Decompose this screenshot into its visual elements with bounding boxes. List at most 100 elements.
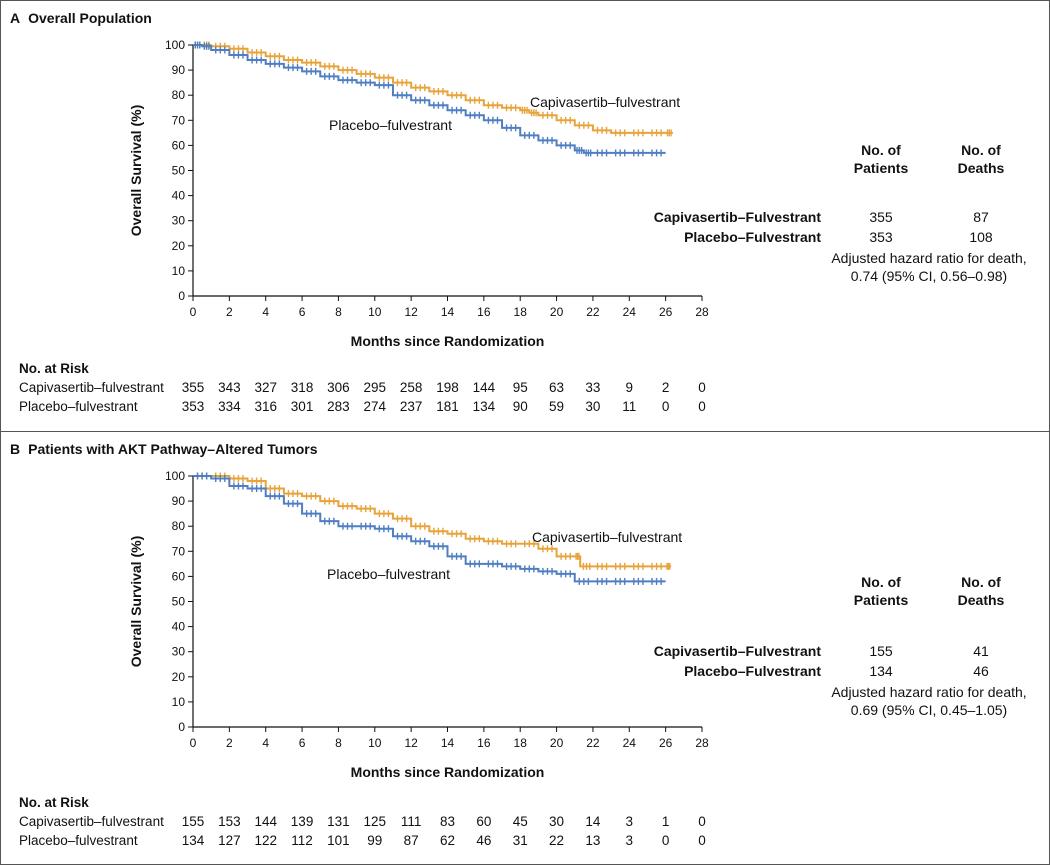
- x-tick-label: 24: [623, 736, 637, 750]
- risk-row-placebo: Placebo–fulvestrant 134 127 122 112 101 99 87 6…: [19, 833, 706, 848]
- panel-title-text: Patients with AKT Pathway–Altered Tumors: [28, 441, 318, 457]
- risk-count: 334: [218, 399, 241, 414]
- risk-count: 90: [512, 399, 528, 414]
- x-tick-label: 0: [190, 736, 197, 750]
- x-tick-label: 20: [550, 736, 564, 750]
- risk-count: 0: [698, 380, 706, 395]
- risk-count: 33: [585, 380, 601, 395]
- risk-table: No. at Risk Capivasertib–fulvestrant 355…: [19, 361, 739, 421]
- hazard-ratio-line1: Adjusted hazard ratio for death,: [831, 250, 1027, 266]
- risk-count: 144: [254, 814, 277, 829]
- risk-count: 14: [585, 814, 601, 829]
- risk-count: 127: [218, 833, 241, 848]
- risk-count: 181: [436, 399, 459, 414]
- risk-count: 258: [399, 380, 423, 395]
- x-tick-label: 18: [514, 736, 528, 750]
- x-tick-label: 10: [368, 305, 382, 319]
- risk-count: 30: [549, 814, 565, 829]
- risk-count: 1: [661, 814, 670, 829]
- risk-row-placebo: Placebo–fulvestrant 353 334 316 301 283 274 23…: [19, 399, 706, 414]
- panel-letter: A: [10, 10, 21, 26]
- y-tick-label: 100: [165, 469, 185, 483]
- series-label-placebo: Placebo–fulvestrant: [327, 566, 450, 582]
- summary-patients: 355: [869, 209, 893, 225]
- x-tick-label: 16: [477, 305, 491, 319]
- risk-count: 144: [472, 380, 496, 395]
- hazard-ratio-line1: Adjusted hazard ratio for death,: [831, 684, 1027, 700]
- risk-count: 0: [698, 399, 706, 414]
- risk-count: 83: [439, 814, 456, 829]
- y-tick-label: 70: [172, 544, 186, 558]
- y-tick-label: 50: [172, 164, 186, 178]
- risk-count: 46: [476, 833, 492, 848]
- survival-curve-placebo: [193, 475, 666, 583]
- y-axis-title: Overall Survival (%): [128, 105, 144, 237]
- summary-deaths: 46: [973, 663, 989, 679]
- risk-count: 22: [549, 833, 565, 848]
- risk-count: 134: [472, 399, 496, 414]
- risk-table: No. at Risk Capivasertib–fulvestrant 155…: [19, 795, 739, 855]
- risk-count: 9: [625, 380, 634, 395]
- x-tick-label: 10: [368, 736, 382, 750]
- x-tick-label: 12: [404, 305, 418, 319]
- risk-count: 301: [290, 399, 314, 414]
- risk-count: 111: [400, 814, 422, 829]
- summary-patients: 134: [869, 663, 893, 679]
- y-tick-label: 10: [172, 695, 186, 709]
- risk-count: 0: [661, 399, 670, 414]
- x-tick-label: 24: [623, 305, 637, 319]
- panel-divider: [1, 431, 1049, 432]
- y-tick-label: 90: [172, 494, 186, 508]
- hazard-ratio-line2: 0.74 (95% CI, 0.56–0.98): [850, 268, 1008, 284]
- y-tick-label: 0: [178, 720, 185, 734]
- x-tick-label: 4: [262, 305, 269, 319]
- panel-title-text: Overall Population: [28, 10, 152, 26]
- x-tick-label: 16: [477, 736, 491, 750]
- y-tick-label: 100: [165, 38, 185, 52]
- risk-count: 198: [436, 380, 459, 395]
- panel-letter: B: [10, 441, 21, 457]
- risk-count: 316: [254, 399, 277, 414]
- panel-title: B Patients with AKT Pathway–Altered Tumor…: [10, 441, 318, 457]
- summary-table: No. of Patients No. of Deaths Capivasert…: [561, 141, 1041, 291]
- x-tick-label: 26: [659, 305, 673, 319]
- risk-count: 3: [625, 833, 634, 848]
- risk-count: 327: [254, 380, 277, 395]
- risk-count: 125: [363, 814, 387, 829]
- y-tick-label: 20: [172, 239, 186, 253]
- risk-count: 95: [512, 380, 528, 395]
- risk-count: 45: [512, 814, 528, 829]
- x-tick-label: 2: [226, 736, 233, 750]
- x-tick-label: 8: [335, 305, 342, 319]
- x-tick-label: 14: [441, 305, 455, 319]
- risk-row-capivasertib: Capivasertib–fulvestrant 155 153 144 139 131…: [19, 814, 706, 829]
- panel-akt-altered: B Patients with AKT Pathway–Altered Tumor…: [1, 432, 1049, 862]
- risk-count: 13: [585, 833, 601, 848]
- risk-count: 60: [476, 814, 492, 829]
- y-tick-label: 10: [172, 264, 186, 278]
- risk-count: 30: [585, 399, 601, 414]
- risk-count: 0: [661, 833, 670, 848]
- y-tick-label: 60: [172, 569, 186, 583]
- risk-count: 139: [290, 814, 314, 829]
- risk-count: 11: [622, 399, 637, 414]
- y-tick-label: 30: [172, 214, 186, 228]
- y-tick-label: 60: [172, 138, 186, 152]
- risk-count: 0: [698, 814, 706, 829]
- hazard-ratio-line2: 0.69 (95% CI, 0.45–1.05): [850, 702, 1008, 718]
- risk-count: 3: [625, 814, 634, 829]
- patients-column-header: No. of Patients: [853, 574, 909, 608]
- panel-title: A Overall Population: [10, 10, 152, 26]
- x-axis-title: Months since Randomization: [351, 333, 545, 349]
- x-tick-label: 18: [514, 305, 528, 319]
- y-tick-label: 30: [172, 645, 186, 659]
- risk-count: 59: [549, 399, 565, 414]
- summary-deaths: 41: [973, 643, 989, 659]
- risk-count: 62: [439, 833, 456, 848]
- x-tick-label: 28: [695, 305, 709, 319]
- risk-count: 63: [549, 380, 565, 395]
- summary-deaths: 87: [973, 209, 989, 225]
- risk-count: 112: [291, 833, 313, 848]
- risk-count: 153: [218, 814, 241, 829]
